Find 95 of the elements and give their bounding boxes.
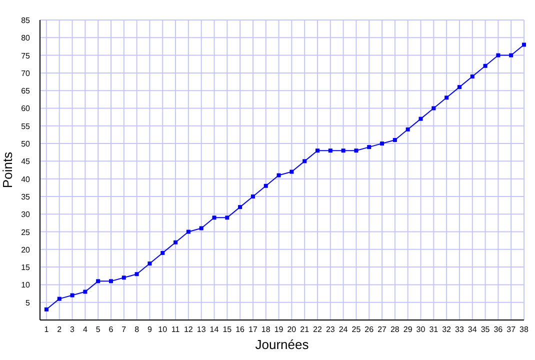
x-tick-label: 27 xyxy=(378,325,388,334)
y-tick-label: 35 xyxy=(21,192,31,202)
x-tick-label: 37 xyxy=(506,325,516,334)
y-tick-label: 65 xyxy=(21,86,31,96)
point xyxy=(250,194,255,198)
x-tick-label: 17 xyxy=(248,325,258,334)
point xyxy=(225,216,230,220)
x-tick-label: 21 xyxy=(300,325,310,334)
point xyxy=(238,205,242,210)
y-axis-title: Points xyxy=(0,151,15,188)
point xyxy=(160,250,165,255)
x-tick-label: 29 xyxy=(403,325,413,334)
point xyxy=(134,272,139,276)
x-tick-label: 32 xyxy=(442,325,452,334)
y-tick-label: 30 xyxy=(21,210,31,220)
point xyxy=(392,138,397,142)
point xyxy=(264,184,268,188)
x-tick-label: 10 xyxy=(158,325,168,334)
point xyxy=(470,74,474,78)
y-tick-label: 45 xyxy=(21,157,31,166)
x-tick-label: 24 xyxy=(338,325,348,334)
point xyxy=(122,276,126,280)
y-tick-label: 60 xyxy=(21,104,31,114)
x-tick-label: 11 xyxy=(171,325,180,334)
y-tick-label: 80 xyxy=(21,34,31,43)
x-tick-label: 7 xyxy=(122,325,127,334)
x-tick-label: 25 xyxy=(352,325,362,334)
point xyxy=(496,53,500,58)
point xyxy=(341,148,346,153)
x-tick-label: 3 xyxy=(70,325,76,334)
y-tick-label: 50 xyxy=(21,140,31,149)
x-tick-label: 15 xyxy=(222,325,232,334)
y-tick-label: 85 xyxy=(21,16,31,25)
point xyxy=(302,159,307,164)
point xyxy=(509,53,514,58)
point xyxy=(432,106,436,110)
y-tick-label: 40 xyxy=(21,174,31,184)
x-tick-label: 9 xyxy=(147,325,152,334)
x-tick-label: 30 xyxy=(416,325,426,334)
point xyxy=(290,170,294,174)
x-tick-label: 34 xyxy=(468,325,478,334)
point xyxy=(186,230,190,234)
point xyxy=(444,96,449,100)
x-tick-label: 38 xyxy=(520,325,529,334)
x-tick-label: 5 xyxy=(96,325,101,334)
y-tick-label: 70 xyxy=(21,68,31,78)
y-tick-label: 5 xyxy=(26,298,31,308)
point xyxy=(406,127,410,132)
point xyxy=(212,216,216,220)
x-tick-label: 22 xyxy=(313,325,322,334)
x-tick-label: 1 xyxy=(44,325,50,334)
x-tick-label: 6 xyxy=(108,325,114,334)
x-tick-label: 23 xyxy=(326,325,336,334)
point xyxy=(174,240,178,244)
point xyxy=(96,279,100,284)
y-tick-label: 55 xyxy=(21,122,31,131)
x-axis-title: Journées xyxy=(255,337,310,352)
point xyxy=(44,307,48,312)
x-tick-label: 28 xyxy=(390,325,400,334)
y-tick-label: 20 xyxy=(21,245,31,254)
y-tick-label: 10 xyxy=(21,280,31,290)
x-tick-label: 2 xyxy=(57,325,62,334)
point xyxy=(276,173,281,178)
point xyxy=(315,148,320,153)
point xyxy=(483,64,488,68)
point xyxy=(108,279,113,284)
point xyxy=(328,148,332,153)
point xyxy=(199,226,204,230)
x-tick-label: 13 xyxy=(196,325,206,334)
x-tick-label: 16 xyxy=(236,325,246,334)
x-tick-label: 26 xyxy=(364,325,374,334)
y-tick-label: 75 xyxy=(21,51,31,60)
x-tick-label: 8 xyxy=(134,325,140,334)
point xyxy=(522,42,526,47)
x-tick-label: 4 xyxy=(82,325,88,334)
y-tick-label: 15 xyxy=(21,263,31,272)
x-tick-label: 12 xyxy=(184,325,194,334)
point xyxy=(418,116,423,121)
point xyxy=(380,142,384,146)
x-tick-label: 19 xyxy=(274,325,284,334)
y-tick-label: 25 xyxy=(21,228,31,237)
x-tick-label: 35 xyxy=(480,325,490,334)
point xyxy=(57,296,62,301)
x-tick-label: 14 xyxy=(210,325,220,334)
point xyxy=(148,262,152,266)
x-tick-label: 33 xyxy=(455,325,464,334)
point xyxy=(83,290,88,294)
x-tick-label: 18 xyxy=(261,325,271,334)
x-tick-label: 36 xyxy=(494,325,504,334)
point xyxy=(457,85,462,90)
point xyxy=(354,148,358,153)
x-tick-label: 31 xyxy=(429,325,439,334)
point xyxy=(70,293,74,298)
point xyxy=(367,145,372,150)
x-tick-label: 20 xyxy=(287,325,297,334)
